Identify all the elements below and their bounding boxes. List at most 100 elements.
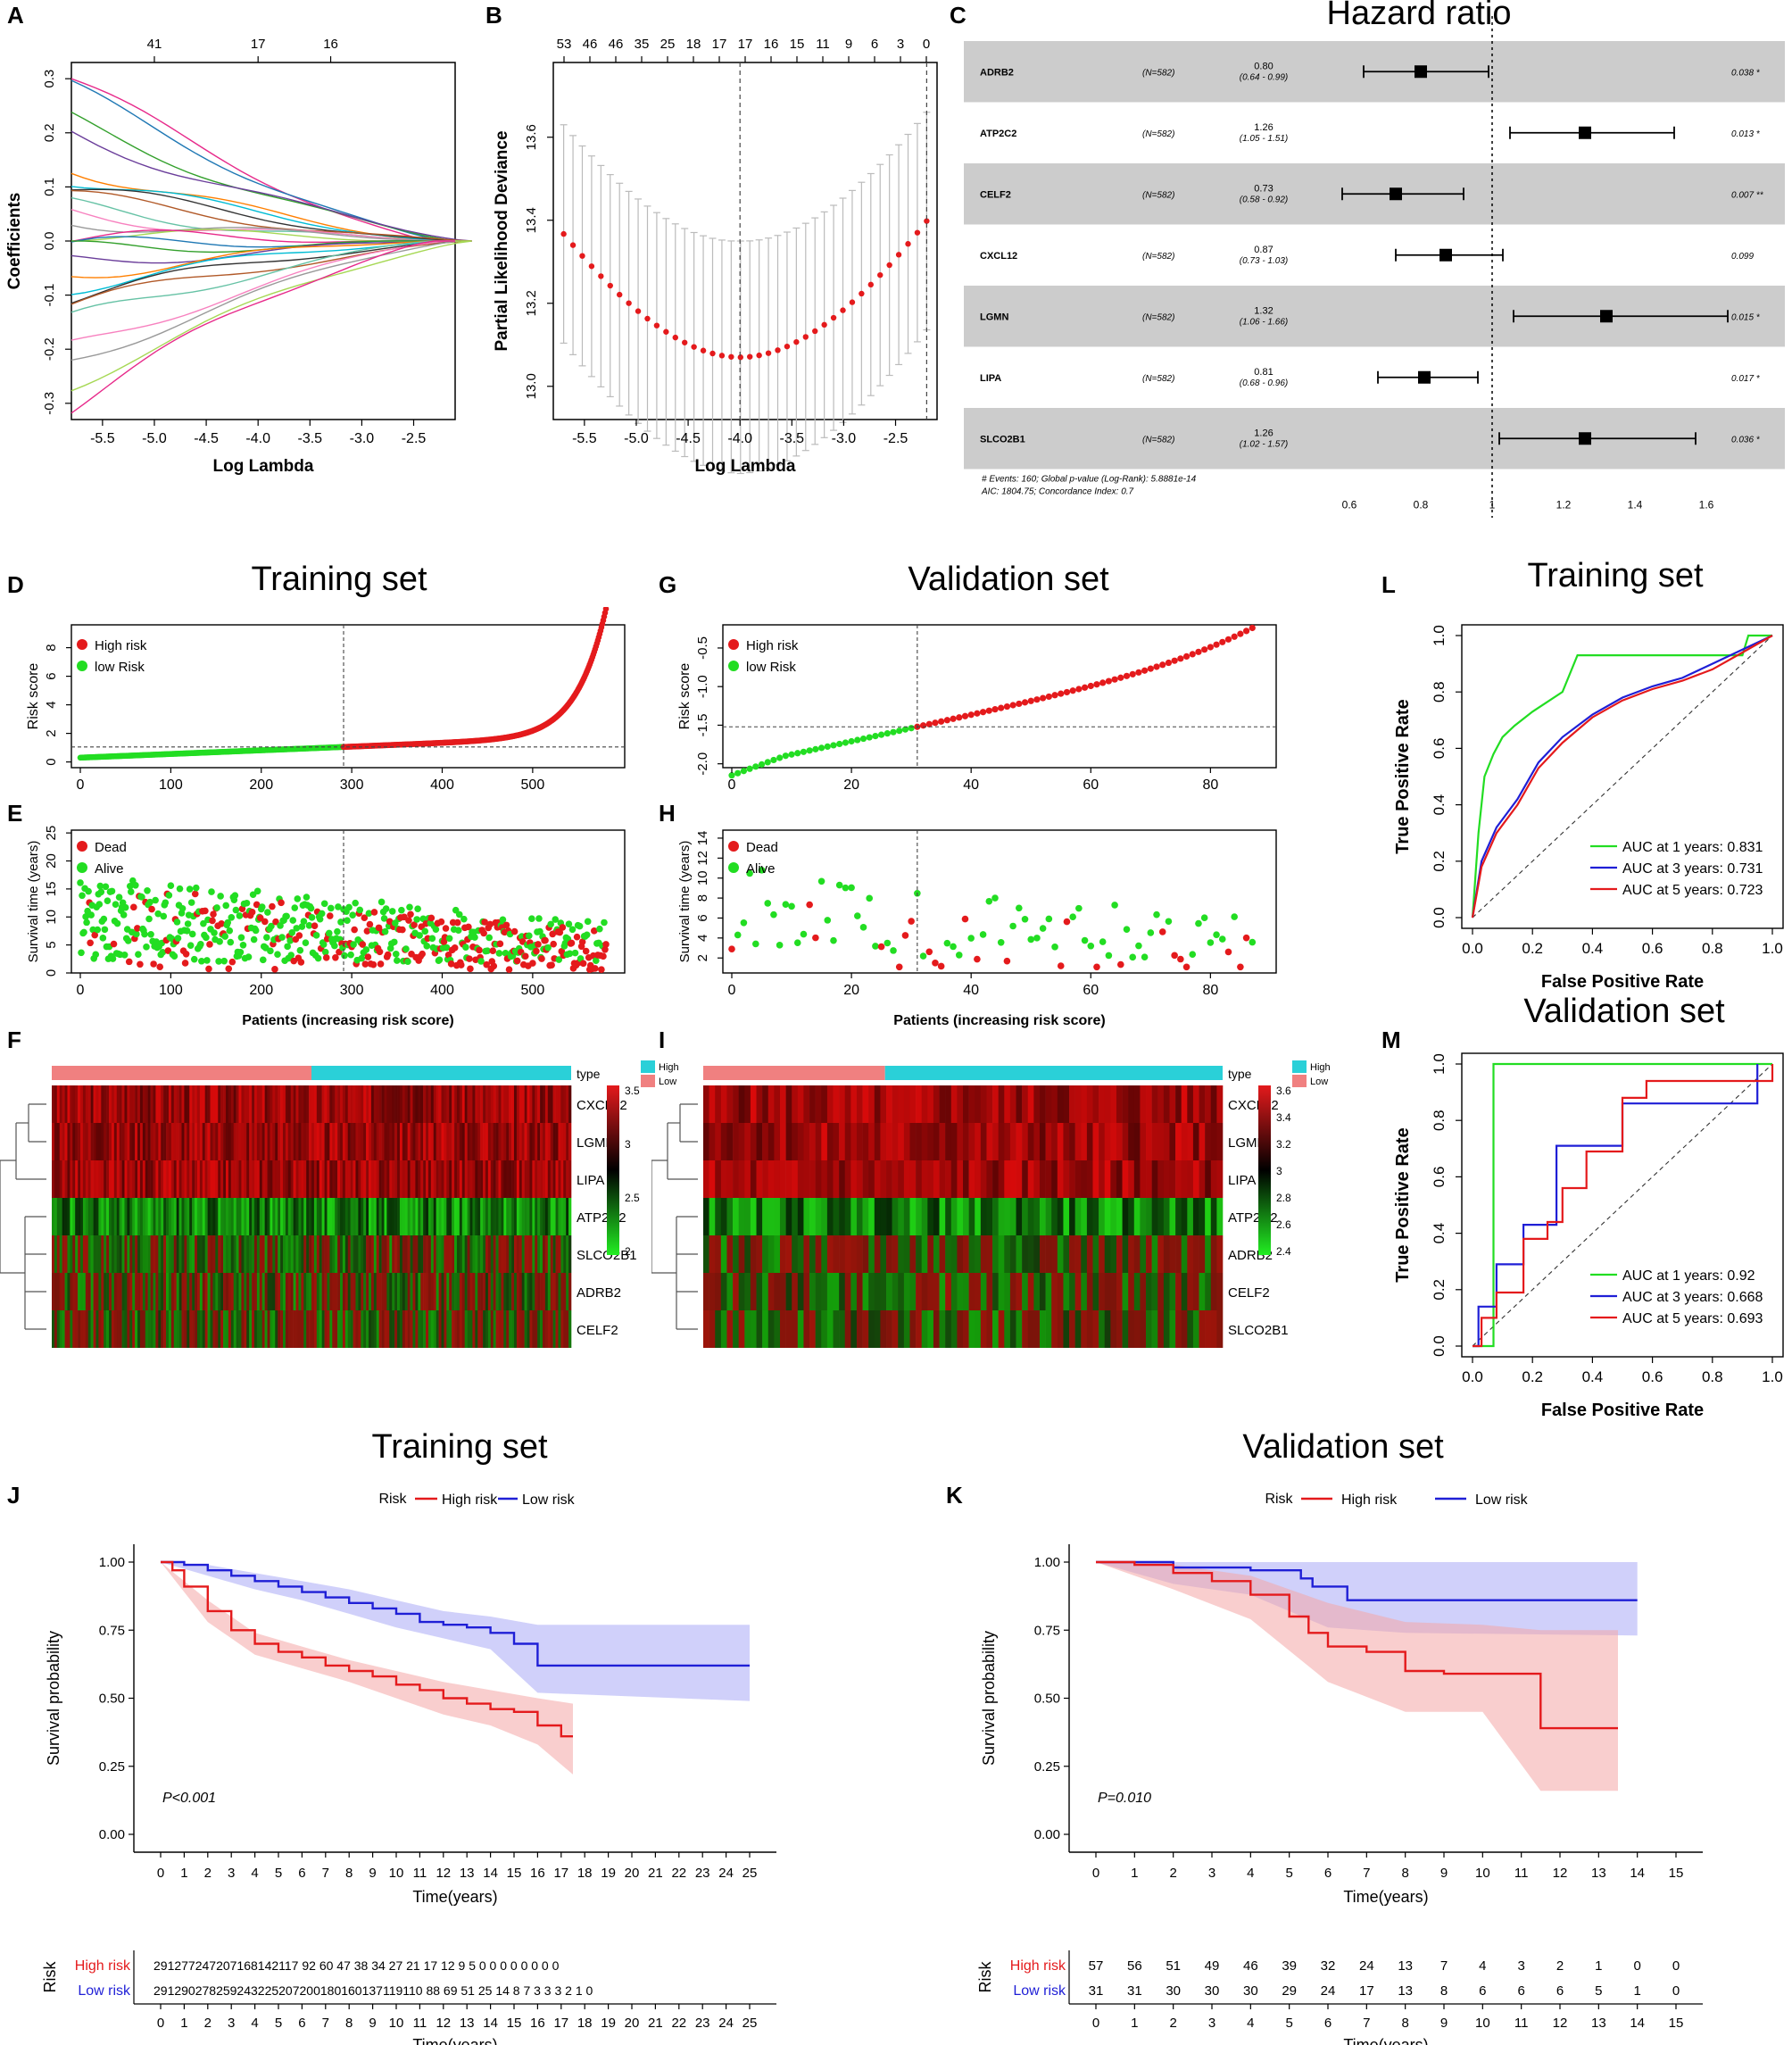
risk-x-tick-label: 22 [671,2016,686,2031]
survival-point [476,946,483,954]
heat-cell [480,1085,484,1123]
heat-cell [472,1273,476,1310]
heat-cell [986,1235,993,1273]
heat-cell [715,1198,722,1235]
heat-cell [407,1198,411,1235]
heat-cell [1074,1235,1082,1273]
heat-cell [64,1123,68,1160]
heat-cell [1187,1123,1194,1160]
heat-cell [968,1310,975,1348]
heat-cell [287,1198,292,1235]
heat-cell [267,1310,270,1348]
heat-cell [228,1310,232,1348]
heat-cell [506,1198,510,1235]
heat-cell [1004,1310,1011,1348]
survival-point [112,901,120,909]
heat-cell [228,1160,232,1198]
heat-cell [1074,1273,1082,1310]
forest-hr: 1.26 [1254,122,1273,133]
heat-cell [537,1123,541,1160]
forest-ci: (0.58 - 0.92) [1240,195,1288,204]
heat-cell [256,1235,261,1273]
heat-cell [256,1273,261,1310]
heat-cell [410,1123,413,1160]
heat-cell [815,1123,822,1160]
heat-cell [168,1160,172,1198]
plot-frame [1461,1052,1784,1358]
heat-cell [75,1085,79,1123]
heat-cell [459,1235,463,1273]
heat-cell [433,1198,436,1235]
heat-cell [998,1085,1005,1123]
heat-cell [119,1310,122,1348]
heat-cell [498,1310,502,1348]
heat-cell [196,1273,201,1310]
heat-cell [246,1310,250,1348]
heat-cell [145,1160,148,1198]
heat-cell [1051,1198,1058,1235]
heat-cell [511,1273,515,1310]
risk-count-high: 0 [1672,1958,1680,1974]
heat-cell [444,1160,447,1198]
heat-cell [1122,1198,1129,1235]
heat-cell [785,1123,792,1160]
heat-cell [129,1198,133,1235]
auc-label: AUC at 5 years: 0.693 [1622,1311,1763,1326]
heat-cell [785,1310,792,1348]
heat-cell [537,1198,541,1235]
heat-cell [483,1198,486,1235]
survival-point [164,947,172,954]
heat-cell [850,1273,858,1310]
heat-cell [319,1310,322,1348]
heat-cell [547,1198,552,1235]
heat-cell [298,1310,302,1348]
heat-cell [480,1160,484,1198]
survival-point [174,935,182,942]
heat-cell [394,1198,398,1235]
heat-cell [350,1123,353,1160]
heat-cell [252,1198,255,1235]
heat-cell [93,1273,96,1310]
heat-cell [456,1160,460,1198]
heat-cell [475,1123,478,1160]
survival-point [208,888,215,895]
heat-cell [986,1310,993,1348]
x-tick-label: -3.0 [350,431,375,446]
heat-cell [521,1273,525,1310]
heat-cell [733,1160,739,1198]
heat-cell [195,1160,198,1198]
heat-cell [389,1198,393,1235]
x-tick-label: -4.0 [245,431,270,446]
survival-point [303,894,311,901]
heat-cell [1009,1273,1016,1310]
heat-cell [311,1198,315,1235]
heat-cell [750,1198,757,1235]
heat-cell [833,1235,840,1273]
heat-cell [472,1198,476,1235]
risk-point [1117,674,1124,681]
legend-low: Low risk [1475,1492,1529,1508]
heat-cell [898,1235,905,1273]
heat-cell [170,1160,175,1198]
p-value: P=0.010 [1098,1791,1151,1806]
risk-point [800,748,808,755]
survival-point [436,956,444,964]
heat-cell [550,1235,553,1273]
heat-cell [968,1123,975,1160]
heat-cell [1175,1085,1182,1123]
heat-cell [756,1273,763,1310]
heat-cell [792,1123,799,1160]
heat-cell [236,1273,239,1310]
heat-cell [756,1123,763,1160]
heat-cell [335,1273,338,1310]
heat-cell [139,1235,144,1273]
heat-cell [397,1160,401,1198]
survival-point [466,955,473,962]
risk-point [806,747,813,754]
heat-cell [150,1160,153,1198]
heat-cell [475,1235,478,1273]
heat-cell [64,1085,68,1123]
risk-point [890,728,897,736]
survival-point [307,904,315,912]
heat-cell [555,1235,559,1273]
